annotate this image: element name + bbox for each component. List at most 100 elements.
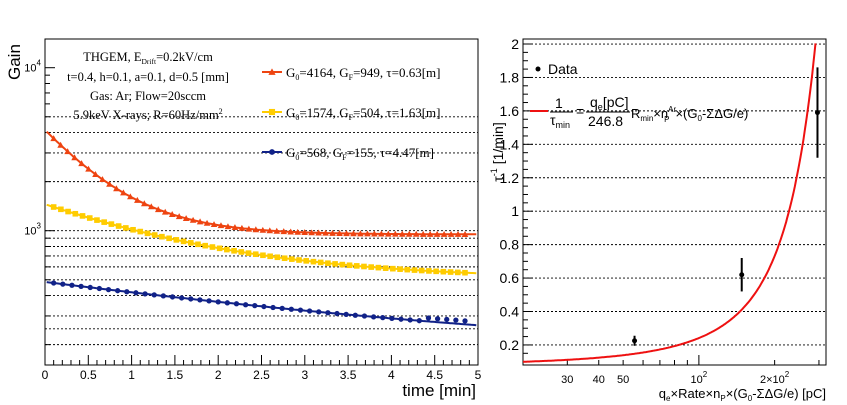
data-point [434, 316, 441, 322]
data-point [154, 206, 162, 213]
data-point [144, 230, 151, 237]
left-x-ticks: 0 0.5 1 1.5 2 2.5 3 3.5 4 4.5 5 [42, 355, 482, 382]
data-point [462, 318, 468, 324]
y-tick-label: 1.6 [500, 103, 520, 119]
formula-lhs-num: 1 [555, 95, 563, 111]
left-y-ticks: 103 104 [24, 59, 55, 346]
y-tick-label: 1.2 [500, 170, 520, 186]
data-point [353, 263, 360, 269]
formula-tail: Rmin×nAr P ×(G0-ΣΔG/e) [631, 105, 748, 124]
data-point [142, 291, 148, 297]
annotation-line-1: THGEM, EDrift=0.2kV/cm [83, 50, 213, 66]
data-point [210, 221, 218, 228]
data-point [151, 232, 158, 238]
y-tick-label: 1 [511, 203, 519, 219]
data-point [739, 272, 745, 278]
data-point [339, 261, 346, 268]
data-point [329, 229, 336, 236]
data-point [361, 313, 368, 319]
data-point [322, 229, 329, 236]
formula-rhs-num-full: qe[pC] [590, 94, 629, 112]
data-point [79, 213, 86, 219]
data-point [419, 230, 427, 237]
y-tick-label: 0.2 [500, 337, 520, 353]
y-tick-label: 103 [24, 222, 41, 238]
data-point [106, 180, 113, 187]
data-point [814, 110, 820, 116]
data-point [180, 238, 187, 245]
formula-equals: = [576, 103, 584, 119]
data-point [433, 230, 441, 237]
formula-lhs-den: τmin [550, 112, 570, 130]
data-point [268, 108, 276, 116]
fit-line [46, 203, 477, 275]
data-point [130, 226, 136, 233]
data-point [364, 230, 371, 237]
data-point [196, 218, 204, 225]
data-point [108, 221, 115, 227]
data-point [113, 185, 120, 192]
data-point [58, 206, 64, 213]
y-tick-label: 0.4 [500, 304, 520, 320]
right-legend-fit: 1 τmin = qe[pC] 246.8 Rmin×nAr P ×(G0-ΣΔG/… [530, 94, 748, 130]
x-tick-label: 4 [388, 368, 395, 382]
data-point [398, 230, 406, 237]
data-point [405, 230, 413, 237]
data-point [175, 213, 183, 220]
data-point [397, 266, 403, 272]
data-point [85, 165, 92, 172]
left-gridlines [45, 116, 478, 346]
data-point [197, 297, 203, 303]
data-point [440, 268, 447, 275]
data-point [206, 298, 212, 304]
x-tick-label: 102 [691, 370, 708, 386]
legend-data-marker [535, 66, 541, 72]
data-point [270, 304, 276, 311]
data-point [127, 193, 134, 200]
data-point [64, 148, 71, 155]
data-point [426, 230, 434, 237]
data-point [166, 235, 172, 242]
data-point [426, 268, 432, 274]
x-tick-label: 5 [475, 368, 482, 382]
data-point [87, 284, 93, 291]
data-point [288, 306, 294, 312]
data-point [140, 200, 148, 207]
data-point [412, 230, 420, 237]
data-point [274, 254, 281, 261]
data-point [231, 247, 237, 254]
data-point [461, 231, 469, 237]
x-tick-label: 1 [128, 368, 135, 382]
data-point [252, 303, 258, 309]
data-point [380, 314, 386, 321]
data-point [279, 305, 285, 312]
x-tick-label: 3.5 [340, 368, 357, 382]
left-x-axis-label: time [min] [402, 381, 476, 400]
data-point [269, 149, 275, 155]
data-point [317, 259, 324, 266]
data-point [378, 230, 385, 237]
y-tick-label: 0.8 [500, 237, 520, 253]
data-point [259, 226, 267, 233]
data-point [187, 240, 194, 246]
data-point [60, 281, 66, 287]
left-annotation: THGEM, EDrift=0.2kV/cm t=0.4, h=0.1, a=0… [67, 50, 229, 122]
data-point [245, 225, 253, 232]
data-point [632, 338, 638, 344]
data-point [361, 263, 367, 270]
x-tick-label: 1.5 [167, 368, 184, 382]
data-point [440, 230, 448, 237]
data-point [306, 308, 313, 314]
data-point [94, 217, 100, 223]
data-point [209, 244, 216, 250]
y-tick-label: 1.4 [500, 136, 520, 152]
data-point [454, 230, 462, 237]
data-point [252, 226, 260, 233]
data-point [280, 228, 288, 235]
data-point [453, 317, 459, 323]
data-point [281, 255, 288, 262]
data-point [294, 228, 301, 235]
data-point [289, 256, 295, 262]
data-point [370, 314, 377, 320]
